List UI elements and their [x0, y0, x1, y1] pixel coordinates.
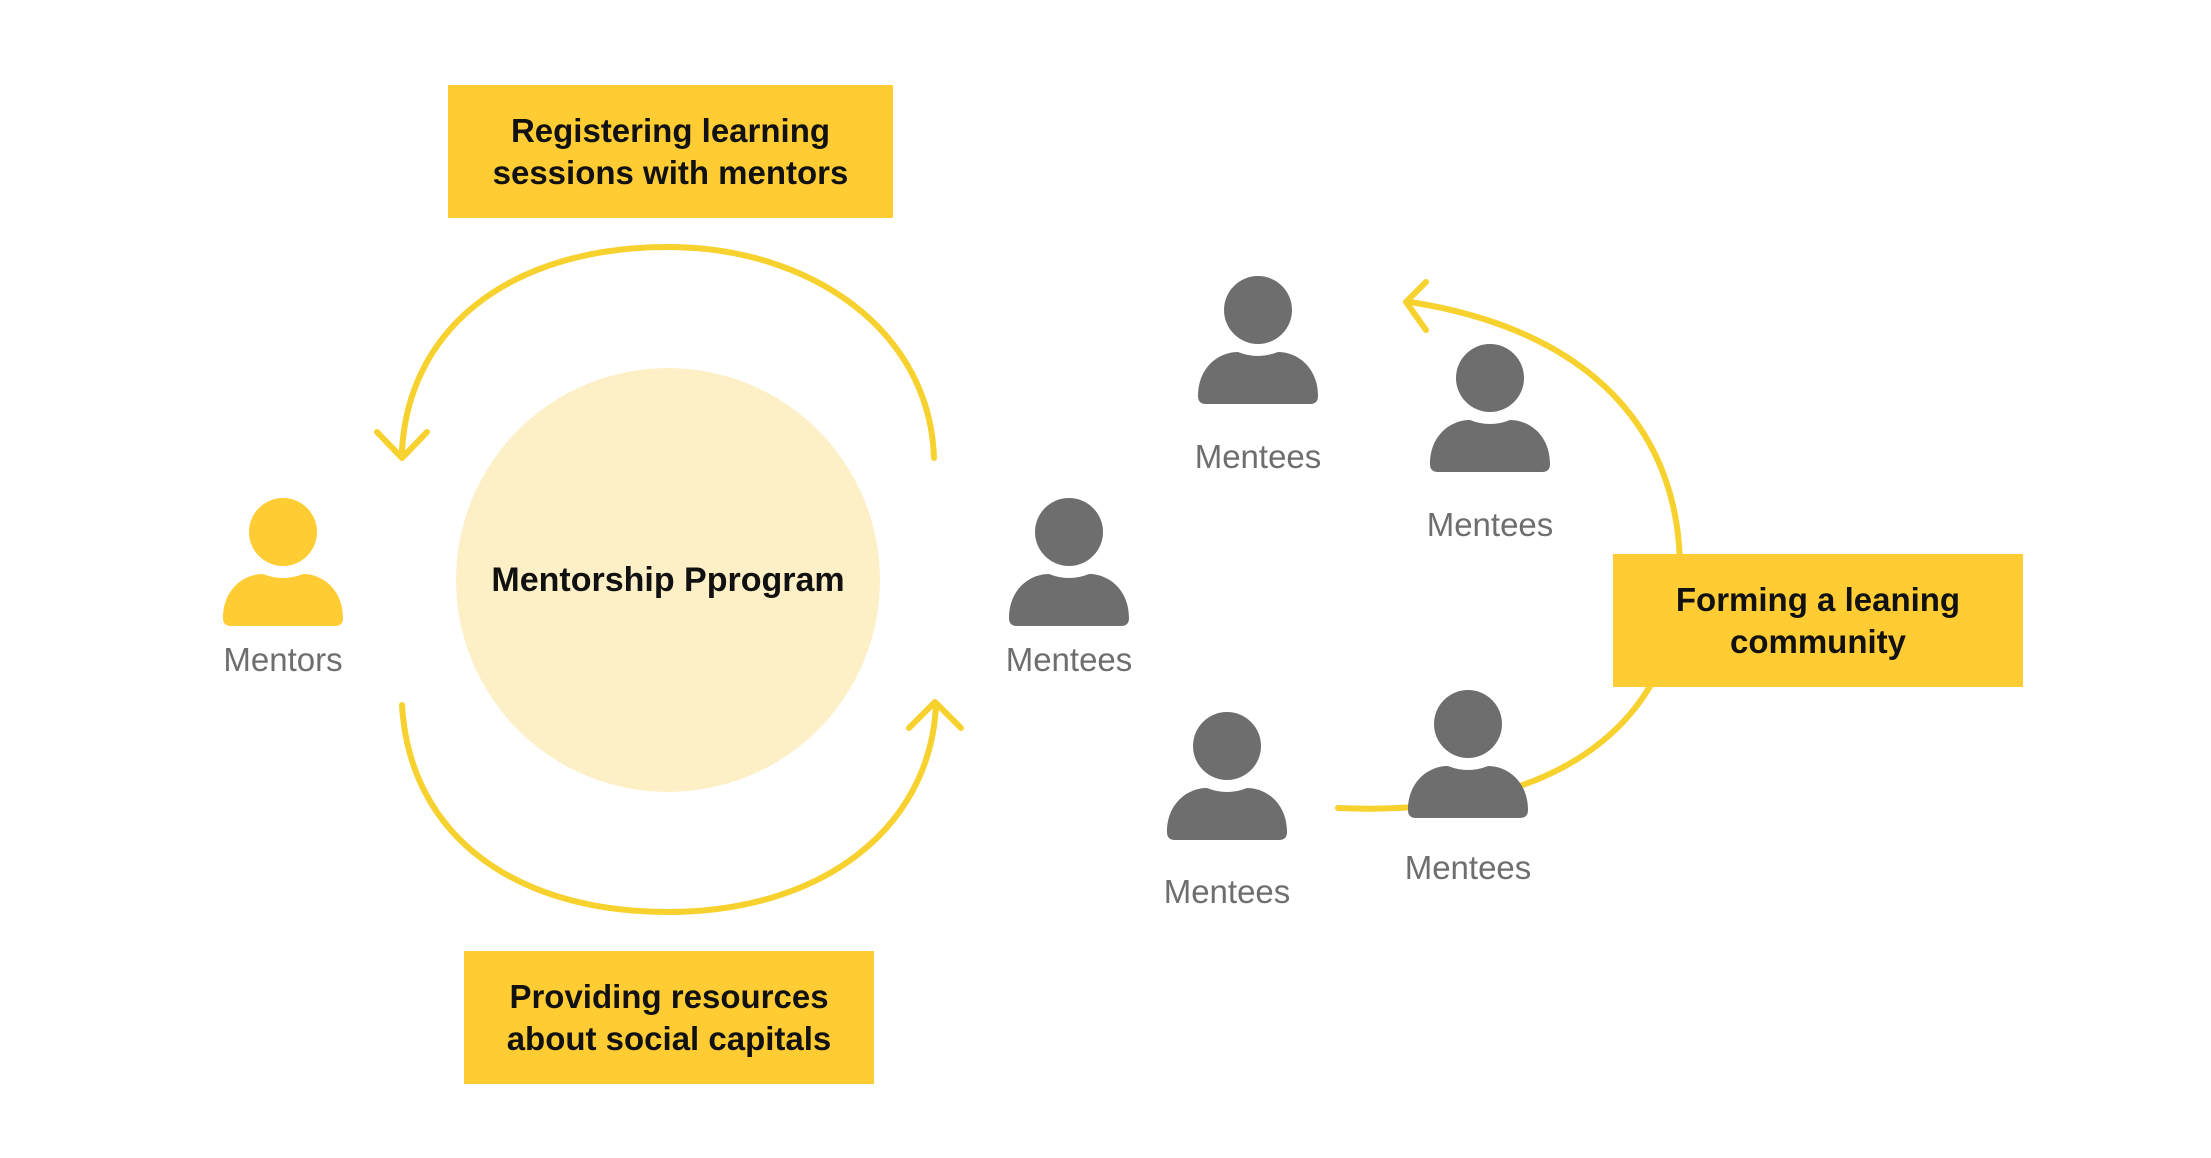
mentees-label: Mentees — [1426, 506, 1554, 543]
mentees-label: Mentees — [1194, 438, 1322, 475]
bottom-cycle-arrow — [399, 702, 939, 916]
providing-resources-line2: about social capitals — [506, 1019, 832, 1057]
registering-sessions-line2: sessions with mentors — [492, 153, 849, 191]
mentorship-program-circle — [456, 368, 880, 792]
mentors-label: Mentors — [223, 641, 343, 678]
registering-sessions-box: Registering learning sessions with mento… — [448, 85, 893, 218]
mentees-label: Mentees — [1005, 641, 1133, 678]
mentee-person-icon — [1167, 712, 1287, 840]
learning-community-line1: Forming a leaning — [1675, 580, 1961, 618]
providing-resources-box: Providing resources about social capital… — [464, 951, 874, 1084]
top-arrowhead-icon — [374, 429, 430, 461]
mentee-person-icon — [1009, 498, 1129, 626]
mentees-label: Mentees — [1404, 849, 1532, 886]
mentorship-program-label: Mentorship Pprogram — [491, 561, 845, 599]
learning-community-box: Forming a leaning community — [1613, 554, 2023, 687]
mentee-person-icon — [1430, 344, 1550, 472]
bottom-arrowhead-icon — [906, 699, 964, 731]
mentee-person-icon — [1408, 690, 1528, 818]
mentees-label: Mentees — [1163, 873, 1291, 910]
top-cycle-arrow — [399, 243, 937, 461]
learning-community-line2: community — [1729, 622, 1906, 660]
providing-resources-line1: Providing resources — [509, 977, 829, 1015]
mentor-person-icon — [223, 498, 343, 626]
community-arrowhead-icon — [1403, 279, 1429, 333]
mentee-person-icon — [1198, 276, 1318, 404]
registering-sessions-line1: Registering learning — [510, 111, 831, 149]
